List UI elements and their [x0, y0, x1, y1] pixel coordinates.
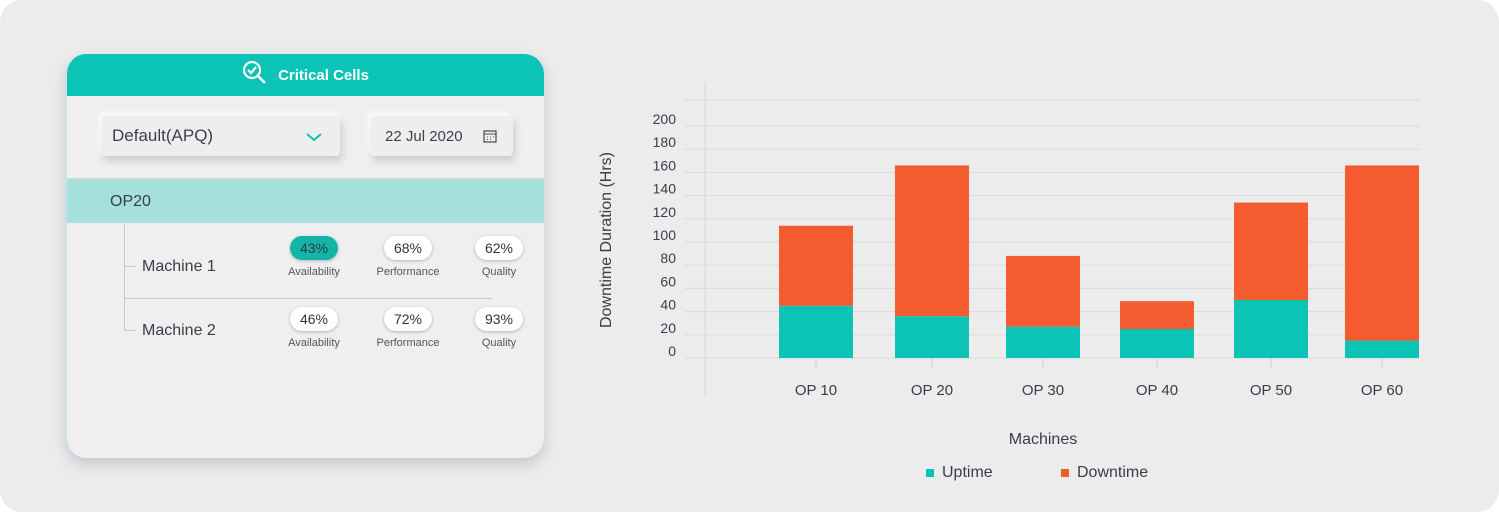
search-check-icon	[242, 60, 268, 90]
x-tick-label: OP 40	[1136, 382, 1178, 399]
bar-uptime-op20[interactable]	[895, 316, 969, 358]
x-tick-label: OP 20	[911, 382, 953, 399]
bar-uptime-op30[interactable]	[1006, 326, 1080, 358]
y-tick-label: 20	[660, 320, 676, 336]
metric-label: Quality	[481, 337, 517, 349]
calendar-icon	[483, 129, 497, 147]
metric-label: Availability	[288, 337, 340, 349]
y-tick-label: 200	[653, 111, 677, 127]
bar-uptime-op50[interactable]	[1234, 300, 1308, 358]
metric-label: Performance	[376, 337, 440, 349]
quality-badge[interactable]: 93%	[475, 307, 523, 331]
bar-downtime-op40[interactable]	[1120, 301, 1194, 329]
metric-label: Quality	[481, 266, 517, 278]
x-tick-label: OP 10	[795, 382, 837, 399]
y-tick-label: 80	[660, 250, 676, 266]
availability-badge[interactable]: 43%	[290, 236, 338, 260]
metric-label: Performance	[376, 266, 440, 278]
legend-label: Downtime	[1077, 464, 1149, 481]
group-row-op20[interactable]: OP20	[67, 178, 544, 223]
tree-line	[124, 224, 125, 330]
x-tick-label: OP 60	[1361, 382, 1403, 399]
legend-uptime[interactable]: Uptime	[926, 464, 993, 482]
y-axis-title: Downtime Duration (Hrs)	[598, 152, 615, 328]
bar-uptime-op60[interactable]	[1345, 340, 1419, 358]
card-title: Critical Cells	[278, 66, 369, 84]
card-header: Critical Cells	[67, 54, 544, 96]
bar-downtime-op20[interactable]	[895, 165, 969, 317]
group-label: OP20	[110, 192, 151, 210]
y-tick-label: 40	[660, 297, 676, 313]
tree-branch	[124, 266, 136, 267]
tree-branch	[124, 330, 136, 331]
y-tick-label: 100	[653, 227, 677, 243]
date-picker[interactable]: 22 Jul 2020	[371, 116, 513, 156]
metric-label: Availability	[288, 266, 340, 278]
bar-downtime-op50[interactable]	[1234, 202, 1308, 300]
quality-badge[interactable]: 62%	[475, 236, 523, 260]
y-tick-label: 160	[653, 157, 677, 173]
uptime-swatch	[926, 469, 934, 477]
y-tick-label: 180	[653, 134, 677, 150]
y-tick-label: 140	[653, 181, 677, 197]
x-tick-label: OP 50	[1250, 382, 1292, 399]
y-tick-label: 120	[653, 204, 677, 220]
y-tick-label: 0	[668, 343, 676, 359]
x-axis-title: Machines	[1009, 431, 1077, 448]
performance-badge[interactable]: 72%	[384, 307, 432, 331]
downtime-swatch	[1061, 469, 1069, 477]
critical-cells-card: Critical Cells Default(APQ) 22 Jul 2020 …	[66, 54, 544, 458]
date-value: 22 Jul 2020	[385, 127, 463, 145]
performance-badge[interactable]: 68%	[384, 236, 432, 260]
machine-name: Machine 2	[142, 322, 216, 339]
chevron-down-icon	[306, 128, 322, 148]
machine-name: Machine 1	[142, 258, 216, 275]
legend-label: Uptime	[942, 464, 993, 481]
bar-downtime-op60[interactable]	[1345, 165, 1419, 341]
row-divider	[124, 298, 492, 299]
bar-uptime-op40[interactable]	[1120, 329, 1194, 358]
availability-badge[interactable]: 46%	[290, 307, 338, 331]
bar-downtime-op30[interactable]	[1006, 255, 1080, 327]
y-tick-label: 60	[660, 273, 676, 289]
bar-downtime-op10[interactable]	[779, 225, 853, 306]
x-tick-label: OP 30	[1022, 382, 1064, 399]
apq-dropdown[interactable]: Default(APQ)	[102, 116, 340, 156]
bar-uptime-op10[interactable]	[779, 305, 853, 358]
legend-downtime[interactable]: Downtime	[1061, 464, 1148, 482]
dropdown-value: Default(APQ)	[112, 126, 214, 145]
